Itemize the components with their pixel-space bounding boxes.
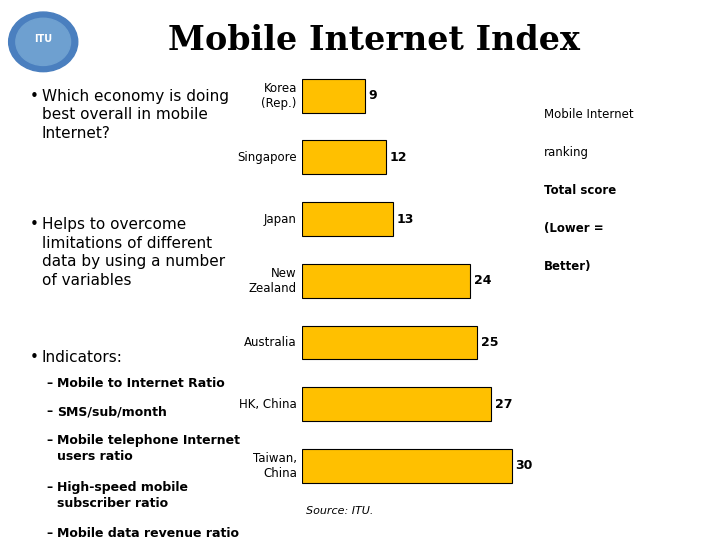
Text: SMS/sub/month: SMS/sub/month [58,406,167,419]
Text: Total score: Total score [544,184,616,197]
Bar [302,79,365,113]
Bar [302,140,386,174]
Text: Helps to overcome
limitations of different
data by using a number
of variables: Helps to overcome limitations of differe… [42,217,225,288]
Text: Mobile data revenue ratio: Mobile data revenue ratio [58,527,239,540]
Bar [302,264,470,298]
Text: •: • [30,350,38,365]
Bar [302,387,491,421]
Text: 24: 24 [474,274,491,287]
Text: –: – [47,434,53,447]
Text: 27: 27 [495,398,512,411]
Text: Better): Better) [544,260,591,273]
Bar [302,449,512,483]
Text: –: – [47,377,53,390]
Circle shape [9,12,78,72]
Text: Source: ITU.: Source: ITU. [306,505,374,516]
Text: Indicators:: Indicators: [42,350,122,365]
Text: Mobile Internet Index: Mobile Internet Index [168,24,580,57]
Text: ITU: ITU [34,33,53,44]
Text: Japan: Japan [264,213,297,226]
Text: Korea
(Rep.): Korea (Rep.) [261,82,297,110]
Text: Australia: Australia [244,336,297,349]
Circle shape [16,18,71,65]
Text: New
Zealand: New Zealand [248,267,297,295]
Text: •: • [30,89,38,104]
Text: HK, China: HK, China [239,398,297,411]
Text: ranking: ranking [544,146,589,159]
Text: –: – [47,406,53,419]
Text: High-speed mobile
subscriber ratio: High-speed mobile subscriber ratio [58,481,189,510]
Text: Singapore: Singapore [237,151,297,164]
Bar [302,202,393,236]
Text: Mobile to Internet Ratio: Mobile to Internet Ratio [58,377,225,390]
Text: •: • [30,217,38,232]
Text: Mobile Internet: Mobile Internet [544,108,633,121]
Text: (Lower =: (Lower = [544,222,603,235]
Text: –: – [47,481,53,494]
Text: Taiwan,
China: Taiwan, China [253,452,297,480]
Text: Which economy is doing
best overall in mobile
Internet?: Which economy is doing best overall in m… [42,89,229,141]
Text: –: – [47,527,53,540]
Bar [302,326,477,360]
Text: 9: 9 [369,89,377,102]
Text: 25: 25 [481,336,498,349]
Text: 13: 13 [397,213,414,226]
Text: 12: 12 [390,151,408,164]
Text: Mobile telephone Internet
users ratio: Mobile telephone Internet users ratio [58,434,240,463]
Text: 30: 30 [516,460,533,472]
